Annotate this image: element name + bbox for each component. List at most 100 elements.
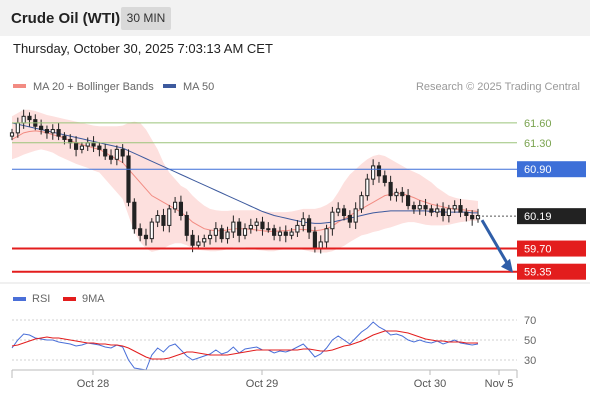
candle-body <box>464 211 469 216</box>
x-tick-label: Nov 5 <box>485 378 514 390</box>
legend-label: MA 20 + Bollinger Bands <box>33 81 154 93</box>
candle-body <box>277 231 283 236</box>
candle-body <box>347 214 352 223</box>
candle-body <box>475 214 481 220</box>
candle-body <box>470 214 475 220</box>
candle-body <box>295 224 300 233</box>
candle-body <box>155 214 160 223</box>
candle-body <box>62 135 67 140</box>
candle-body <box>149 221 154 240</box>
legend-label: MA 50 <box>183 81 214 93</box>
rsi-legend-label: 9MA <box>82 293 105 305</box>
candle-body <box>324 228 329 243</box>
candle-body <box>388 181 393 197</box>
support-label: 59.70 <box>524 244 552 256</box>
candle-body <box>411 205 417 210</box>
resistance-label: 61.60 <box>524 118 552 130</box>
x-tick-label: Oct 29 <box>246 378 278 390</box>
report-timestamp: Thursday, October 30, 2025 7:03:13 AM CE… <box>13 41 273 56</box>
candle-body <box>376 165 382 177</box>
candle-body <box>353 208 358 223</box>
time-axis: Oct 28 Oct 29 Oct 30 Nov 5 <box>11 369 518 390</box>
candle-body <box>260 221 265 230</box>
support-label: 59.35 <box>524 267 552 279</box>
candle-body <box>56 129 61 137</box>
rsi-panel: RSI 9MA 70 50 30 <box>11 293 536 371</box>
candle-body <box>213 228 218 236</box>
candle-body <box>400 191 405 197</box>
candle-body <box>143 234 149 240</box>
candle-body <box>254 221 259 226</box>
instrument-title: Crude Oil (WTI) <box>11 10 121 27</box>
candle-body <box>120 148 125 157</box>
resistance-label: 61.30 <box>524 138 552 150</box>
candle-body <box>167 208 172 226</box>
last-price-label: 60.19 <box>524 211 552 223</box>
candle-body <box>429 208 434 213</box>
candle-body <box>423 205 428 210</box>
candle-body <box>196 241 201 246</box>
candle-body <box>207 234 213 240</box>
rsi-tick-label: 70 <box>524 315 536 327</box>
candle-body <box>266 228 271 231</box>
rsi-line <box>11 321 479 371</box>
candle-body <box>458 205 463 213</box>
candle-body <box>39 125 44 131</box>
candle-body <box>417 205 422 210</box>
candle-body <box>237 221 242 236</box>
candle-body <box>108 155 114 160</box>
header-bar: Crude Oil (WTI) 30 MIN <box>0 0 590 36</box>
support-box <box>517 263 586 280</box>
legend-swatch <box>163 84 176 88</box>
candle-body <box>231 221 236 233</box>
candle-body <box>44 129 50 134</box>
candle-body <box>301 218 306 226</box>
x-tick-label: Oct 28 <box>77 378 109 390</box>
candle-body <box>79 145 84 150</box>
forecast-arrow <box>480 219 513 273</box>
rsi-legend-label: RSI <box>32 293 50 305</box>
chart-credit: Research © 2025 Trading Central <box>416 81 580 93</box>
candle-body <box>219 228 224 240</box>
candle-body <box>365 178 370 197</box>
pivot-box <box>517 161 586 178</box>
candle-body <box>341 208 347 216</box>
candlesticks <box>9 109 481 254</box>
candle-body <box>202 238 207 243</box>
candle-body <box>27 115 32 121</box>
candle-body <box>312 231 317 250</box>
candle-body <box>173 201 178 210</box>
candle-body <box>306 218 312 233</box>
candle-body <box>289 231 294 236</box>
candle-body <box>126 155 131 203</box>
candle-body <box>452 205 457 210</box>
candle-body <box>225 231 230 240</box>
bollinger-fill <box>12 109 478 253</box>
candle-body <box>15 122 20 134</box>
candle-body <box>178 201 184 216</box>
timeframe-badge[interactable]: 30 MIN <box>121 7 171 30</box>
candle-body <box>132 201 137 230</box>
rsi-tick-label: 50 <box>524 335 536 347</box>
pivot-label: 60.90 <box>524 164 552 176</box>
rsi-ma-line <box>11 330 478 360</box>
rsi-legend-swatch <box>63 297 76 301</box>
rsi-tick-label: 30 <box>524 355 536 367</box>
candle-body <box>336 208 341 213</box>
candle-body <box>97 145 102 150</box>
chart-legend: MA 20 + Bollinger Bands MA 50 <box>13 81 214 93</box>
x-tick-label: Oct 30 <box>414 378 446 390</box>
candle-body <box>272 228 277 236</box>
price-levels: 61.60 61.30 60.90 60.19 59.70 59.35 <box>12 118 586 280</box>
candle-body <box>161 214 166 226</box>
candle-body <box>394 191 399 197</box>
forecast-shaft <box>480 219 510 266</box>
candle-body <box>283 231 288 236</box>
candle-body <box>382 175 387 183</box>
rsi-legend-swatch <box>13 297 26 301</box>
support-box <box>517 240 586 257</box>
candle-body <box>103 148 108 157</box>
candle-body <box>330 211 335 230</box>
candle-body <box>435 208 440 213</box>
